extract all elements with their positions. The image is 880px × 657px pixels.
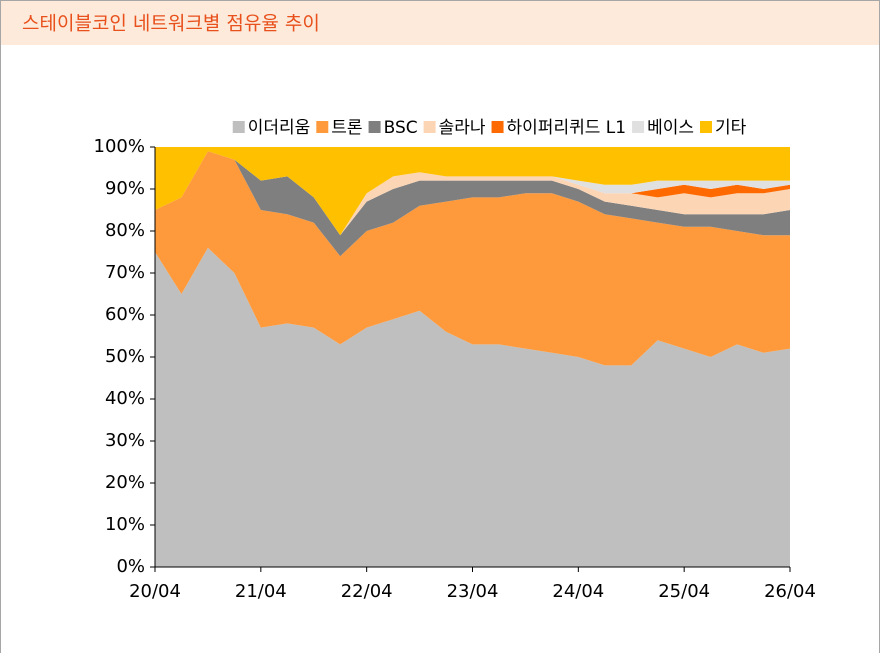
x-tick-label: 25/04	[658, 581, 710, 602]
legend-swatch	[316, 121, 329, 133]
y-tick-label: 50%	[105, 346, 145, 367]
legend-label: 트론	[331, 118, 362, 138]
x-tick-label: 20/04	[129, 581, 181, 602]
x-tick-label: 23/04	[447, 581, 499, 602]
legend-label: 하이퍼리퀴드 L1	[507, 118, 627, 138]
x-tick-label: 22/04	[341, 581, 393, 602]
legend-swatch	[423, 121, 436, 133]
x-tick-label: 21/04	[235, 581, 287, 602]
legend-swatch	[232, 121, 245, 133]
legend-swatch	[368, 121, 381, 133]
y-tick-label: 20%	[105, 472, 145, 493]
y-tick-label: 80%	[105, 220, 145, 241]
legend-swatch	[699, 121, 712, 133]
x-tick-label: 26/04	[764, 581, 816, 602]
legend-label: 기타	[715, 118, 747, 138]
chart-title: 스테이블코인 네트워크별 점유율 추이	[22, 13, 320, 35]
y-tick-label: 0%	[116, 556, 145, 577]
header-band	[1, 1, 879, 45]
legend-label: 이더리움	[248, 118, 311, 138]
area	[155, 147, 790, 236]
area	[155, 151, 790, 236]
area	[155, 151, 790, 366]
y-tick-label: 100%	[94, 136, 145, 157]
legend-label: 솔라나	[439, 118, 486, 138]
y-tick-label: 30%	[105, 430, 145, 451]
legend-label: BSC	[384, 118, 418, 138]
y-tick-label: 70%	[105, 262, 145, 283]
y-tick-label: 60%	[105, 304, 145, 325]
y-tick-label: 40%	[105, 388, 145, 409]
legend-label: 베이스	[647, 118, 694, 138]
legend-swatch	[491, 121, 504, 133]
y-tick-label: 90%	[105, 178, 145, 199]
area	[155, 151, 790, 257]
y-tick-label: 10%	[105, 514, 145, 535]
legend-swatch	[632, 121, 645, 133]
x-tick-label: 24/04	[552, 581, 604, 602]
